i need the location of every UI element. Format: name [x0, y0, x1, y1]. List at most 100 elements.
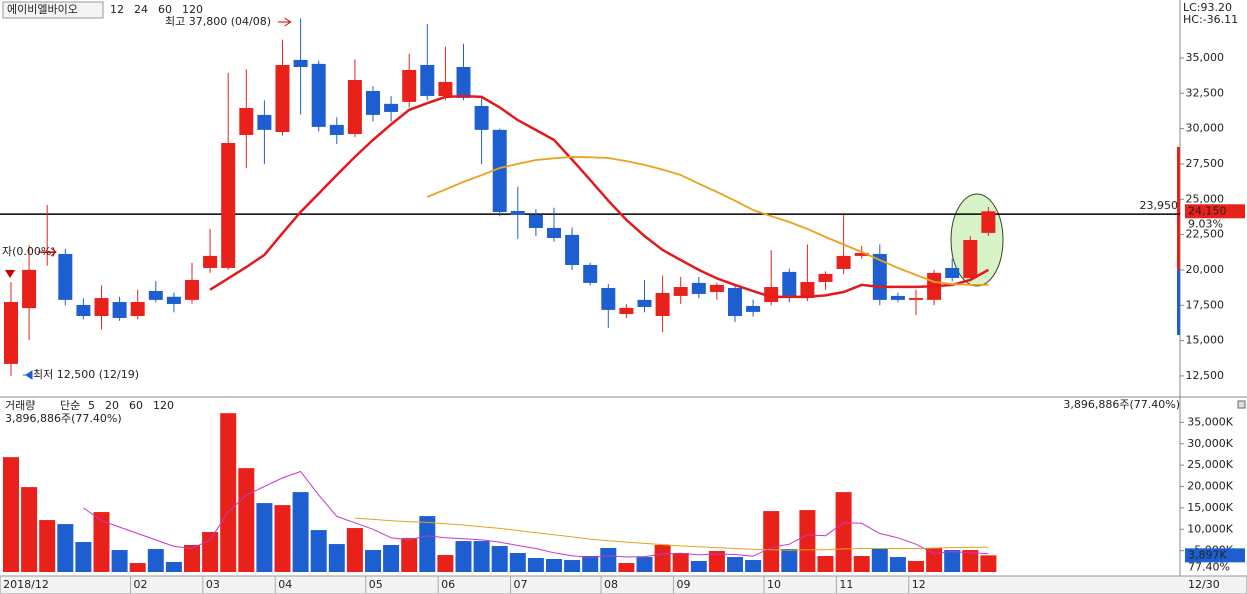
candle-body	[746, 305, 761, 312]
volume-bar	[781, 549, 798, 572]
y-tick-label: 12,500	[1186, 369, 1225, 382]
volume-bar	[346, 528, 363, 572]
candle-body	[800, 281, 815, 299]
candle-body	[293, 59, 308, 67]
volume-bar	[437, 555, 454, 572]
candle-body	[583, 264, 598, 283]
y-tick-label: 35,000K	[1187, 415, 1233, 428]
volume-bar	[835, 492, 852, 572]
volume-ratio: 77.40%	[1188, 560, 1230, 573]
volume-bar	[310, 530, 327, 572]
candle-body	[384, 103, 399, 112]
y-tick-label: 30,000	[1186, 122, 1225, 135]
candle-body	[329, 124, 344, 135]
panel-button[interactable]	[1237, 400, 1246, 409]
legend-entry: 60	[129, 399, 143, 412]
volume-bar	[491, 546, 508, 572]
candle-body	[981, 211, 996, 233]
reference-marker	[5, 270, 15, 278]
candle-body	[257, 114, 272, 130]
y-tick-label: 30,000K	[1187, 437, 1233, 450]
chart-title: 에이비엘바이오	[7, 3, 78, 16]
candle-body	[818, 273, 833, 282]
candle-body	[709, 284, 724, 292]
candle-body	[402, 69, 417, 102]
candle-body	[22, 269, 37, 309]
y-tick-label: 20,000	[1186, 263, 1225, 276]
volume-bar	[328, 544, 345, 572]
candle-body	[94, 298, 109, 316]
candle-body	[130, 302, 145, 316]
x-tick-label: 12	[912, 578, 926, 591]
volume-bar	[944, 550, 961, 572]
volume-bar	[908, 561, 924, 572]
x-tick-label: 05	[369, 578, 383, 591]
volume-info: 3,896,886주(77.40%)	[5, 412, 122, 425]
volume-bar	[419, 516, 436, 572]
moving-average	[354, 517, 989, 551]
volume-bar	[618, 563, 635, 572]
x-tick-label: 2018/12	[3, 578, 49, 591]
candle-body	[112, 302, 127, 318]
x-tick-label: 02	[133, 578, 147, 591]
candle-body	[76, 304, 91, 316]
candle-body	[547, 227, 561, 238]
candle-body	[963, 239, 978, 278]
volume-bar	[165, 561, 182, 572]
volume-bar	[39, 520, 56, 572]
volume-ma-kind: 단순	[60, 399, 80, 412]
candle-body	[221, 143, 236, 268]
candle-body	[275, 65, 290, 132]
volume-title: 거래량	[5, 399, 35, 412]
candle-body	[456, 66, 471, 98]
candle-body	[347, 79, 362, 134]
volume-info: 3,896,886주(77.40%)	[1063, 398, 1180, 411]
volume-bar	[455, 541, 472, 572]
y-tick-label: 27,500	[1186, 157, 1225, 170]
x-tick-label: 06	[441, 578, 455, 591]
volume-bar	[799, 510, 816, 572]
y-tick-label: 17,500	[1186, 298, 1225, 311]
high-arrow	[278, 17, 292, 27]
candle-body	[58, 253, 73, 300]
volume-bar	[745, 560, 762, 572]
candle-body	[655, 292, 670, 316]
volume-bar	[93, 512, 110, 572]
volume-bar	[672, 553, 689, 572]
y-tick-label: 10,000K	[1187, 522, 1233, 535]
volume-bar	[853, 556, 870, 572]
volume-bar	[889, 557, 906, 572]
volume-bar	[926, 548, 943, 572]
y-tick-label: 15,000	[1186, 334, 1225, 347]
volume-bar	[256, 503, 273, 572]
volume-bar	[292, 492, 309, 572]
candle-body	[366, 91, 380, 115]
candle-body	[438, 81, 453, 96]
moving-average	[209, 94, 990, 299]
x-tick-label: 07	[514, 578, 528, 591]
reference-arrow	[38, 247, 57, 257]
x-tick-label: 08	[604, 578, 618, 591]
volume-bar	[817, 556, 834, 572]
volume-bar	[75, 542, 92, 572]
volume-bar	[600, 548, 617, 572]
candle-body	[4, 302, 18, 364]
legend-entry: 60	[158, 3, 172, 16]
volume-bar	[546, 559, 562, 572]
volume-bar	[238, 468, 255, 572]
candle-body	[872, 253, 887, 300]
candle-body	[601, 288, 616, 310]
volume-bar	[727, 557, 743, 572]
candle-body	[148, 290, 163, 300]
candle-body	[185, 279, 199, 300]
current-price-label: 24,150	[1188, 204, 1227, 217]
candle-body	[239, 107, 254, 135]
volume-bar	[111, 550, 128, 572]
legend-entry: 5	[88, 399, 95, 412]
volume-bar	[202, 532, 219, 572]
y-tick-label: 35,000	[1186, 51, 1225, 64]
candle-body	[782, 271, 797, 299]
candle-body	[637, 299, 652, 307]
legend-entry: 12	[110, 3, 124, 16]
